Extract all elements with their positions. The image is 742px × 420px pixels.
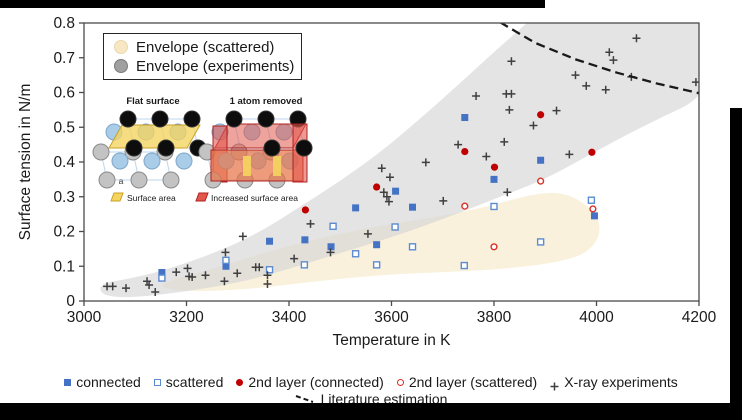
series-literature-estimation xyxy=(499,23,699,95)
increased-surface-overlay xyxy=(210,149,304,182)
legend-item-envelope-scattered: Envelope (scattered) xyxy=(114,39,301,56)
envelope-scattered-swatch xyxy=(114,40,128,54)
circle-filled-icon xyxy=(236,378,244,386)
surface-area-overlay xyxy=(108,124,201,149)
series-2nd-layer-connected- xyxy=(301,111,596,214)
inset-left-title: Flat surface xyxy=(126,96,179,107)
surface-area-caption: Surface area xyxy=(127,193,176,203)
svg-text:0.3: 0.3 xyxy=(53,189,75,206)
series-legend: connected scattered 2nd layer (connected) 2… xyxy=(0,374,742,390)
svg-text:3600: 3600 xyxy=(374,309,409,326)
redaction-bar-top xyxy=(0,0,545,8)
svg-text:3200: 3200 xyxy=(169,309,204,326)
y-axis-title: Surface tension in N/m xyxy=(17,84,34,241)
legend-item-2nd-layer-scattered-: 2nd layer (scattered) xyxy=(396,374,538,390)
svg-text:0.5: 0.5 xyxy=(53,119,75,136)
svg-text:0.4: 0.4 xyxy=(53,154,75,171)
svg-text:3800: 3800 xyxy=(477,309,512,326)
legend-label: connected xyxy=(76,374,141,390)
inset-flat-surface: a xyxy=(92,110,207,189)
legend-label: 2nd layer (scattered) xyxy=(408,374,538,390)
y-axis: 0 0.1 0.2 0.3 0.4 0.5 0.6 0.7 0.8 xyxy=(53,15,84,310)
series-scattered xyxy=(158,196,596,282)
legend-item-2nd-layer-connected-: 2nd layer (connected) xyxy=(236,374,384,390)
dashed-line-icon xyxy=(295,395,313,403)
svg-text:0.7: 0.7 xyxy=(53,50,75,67)
series-connected xyxy=(158,114,598,277)
series-x-ray-experiments xyxy=(103,34,699,296)
scatter-chart: 3000 3200 3400 3600 3800 4000 4200 0 0.1 0.2 0.3 0.… xyxy=(17,15,717,349)
plus-icon xyxy=(550,378,559,390)
inset-captions: Surface area Increased surface area xyxy=(110,192,298,203)
envelope-experiments-label: Envelope (experiments) xyxy=(136,57,295,75)
envelope-scattered-label: Envelope (scattered) xyxy=(136,38,275,56)
inset-right-title: 1 atom removed xyxy=(230,96,303,107)
svg-text:3000: 3000 xyxy=(67,309,102,326)
redaction-bar-bottom xyxy=(0,403,742,420)
svg-text:0.8: 0.8 xyxy=(53,15,75,32)
series-2nd-layer-scattered- xyxy=(461,177,597,251)
surface-area-icon xyxy=(110,192,124,202)
legend-label: 2nd layer (connected) xyxy=(248,374,384,390)
inset-illustration: a Flat surface 1 atom removed Surface area I… xyxy=(92,96,313,203)
svg-text:0.2: 0.2 xyxy=(53,224,75,241)
legend-label: X-ray experiments xyxy=(564,374,678,390)
circle-open-icon xyxy=(396,378,404,386)
axes: 3000 3200 3400 3600 3800 4000 4200 0 0.1 0.2 0.3 0.… xyxy=(17,15,717,349)
plot-area xyxy=(100,23,699,298)
lattice-constant-label: a xyxy=(119,176,124,186)
svg-text:0.1: 0.1 xyxy=(53,258,75,275)
x-axis: 3000 3200 3400 3600 3800 4000 4200 xyxy=(67,301,717,326)
square-open-icon xyxy=(153,378,161,386)
envelope-legend: Envelope (scattered) Envelope (experimen… xyxy=(103,33,302,80)
svg-text:0.6: 0.6 xyxy=(53,85,75,102)
envelope-experiments xyxy=(100,23,699,298)
legend-item-scattered: scattered xyxy=(153,374,224,390)
envelope-experiments-swatch xyxy=(114,59,128,73)
redaction-bar-right xyxy=(730,108,742,420)
inset-atom-removed xyxy=(198,110,313,189)
square-filled-icon xyxy=(64,378,72,386)
svg-text:3400: 3400 xyxy=(272,309,307,326)
legend-item-connected: connected xyxy=(64,374,141,390)
legend-label: scattered xyxy=(165,374,224,390)
x-axis-title: Temperature in K xyxy=(332,332,451,349)
svg-text:4000: 4000 xyxy=(579,309,614,326)
svg-text:4200: 4200 xyxy=(682,309,717,326)
increased-surface-area-caption: Increased surface area xyxy=(211,193,298,203)
increased-surface-area-icon xyxy=(195,192,209,202)
svg-text:0: 0 xyxy=(66,293,75,310)
legend-item-x-ray-experiments: X-ray experiments xyxy=(550,374,678,390)
legend-item-envelope-experiments: Envelope (experiments) xyxy=(114,58,301,75)
